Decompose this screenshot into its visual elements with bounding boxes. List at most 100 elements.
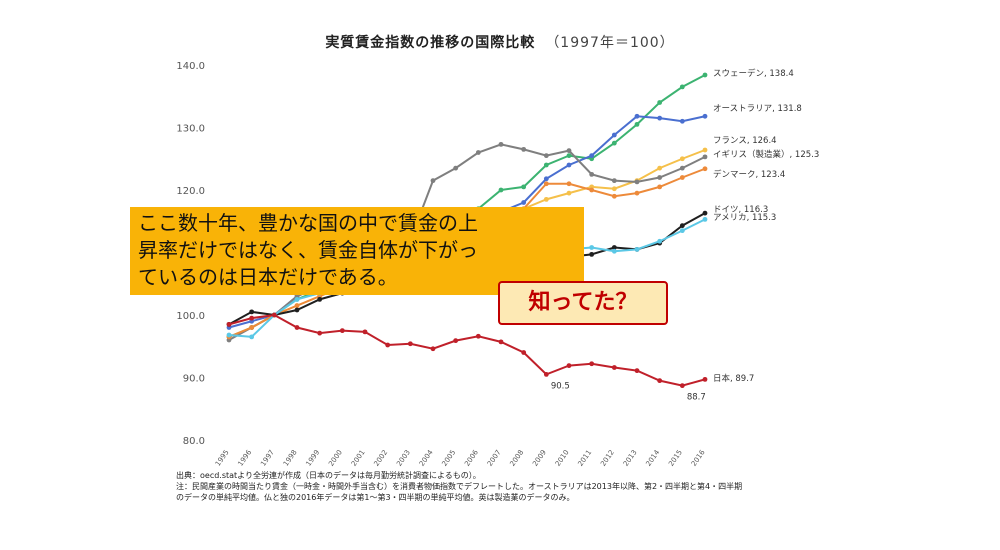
series-0-point (543, 162, 549, 168)
series-2-point (702, 147, 708, 153)
x-tick-label: 2016 (690, 448, 707, 468)
x-tick-label: 2010 (554, 449, 571, 468)
series-end-label: ドイツ, 116.3 (713, 205, 768, 215)
series-0-point (657, 100, 663, 105)
data-label: 90.5 (551, 381, 570, 391)
x-tick-label: 2011 (577, 449, 594, 468)
commentary-line-1: ここ数十年、豊かな国の中で賃金の上 (138, 211, 478, 235)
series-7-point (407, 341, 413, 347)
x-tick-label: 2009 (531, 449, 548, 468)
chart-title: 実質賃金指数の推移の国際比較 （1997年＝100） (0, 32, 1000, 52)
chart-title-subtitle: （1997年＝100） (545, 35, 675, 51)
series-7-line (228, 313, 706, 387)
series-1-point (611, 132, 617, 138)
series-6-point (226, 332, 232, 338)
series-7-point (339, 328, 345, 334)
x-tick-label: 2000 (327, 449, 344, 468)
series-0-point (634, 121, 640, 127)
series-2-point (611, 186, 617, 192)
series-end-label: イギリス（製造業）, 125.3 (713, 149, 819, 160)
x-tick-label: 1997 (259, 449, 276, 468)
series-7-point (679, 383, 685, 389)
series-7-point (611, 365, 617, 370)
series-1-point (589, 153, 595, 159)
series-4-point (589, 187, 595, 193)
x-tick-label: 2006 (463, 448, 480, 468)
series-1-point (679, 118, 685, 124)
source-note-line-3: のデータの単純平均値。仏と独の2016年データは第1～第3・四半期の単純平均値。… (176, 493, 575, 502)
series-0-point (679, 84, 685, 90)
y-tick-label: 140.0 (176, 61, 205, 72)
x-tick-label: 2003 (395, 449, 412, 468)
series-6-point (702, 216, 708, 222)
series-3-point (543, 153, 549, 159)
series-7-point (566, 363, 572, 369)
series-7 (226, 312, 708, 389)
series-7-point (294, 325, 300, 330)
series-6-point (611, 248, 617, 254)
series-end-label: アメリカ, 115.3 (713, 213, 776, 223)
x-tick-label: 2008 (509, 449, 526, 468)
series-5-point (294, 307, 300, 313)
series-end-label: スウェーデン, 138.4 (713, 68, 794, 79)
series-7-point (385, 342, 391, 348)
x-tick-label: 1998 (282, 449, 299, 468)
series-7-point (362, 329, 368, 335)
data-label: 88.7 (687, 393, 706, 403)
x-tick-label: 1999 (305, 449, 322, 468)
x-tick-label: 2002 (373, 449, 390, 468)
series-3-point (634, 179, 640, 185)
series-7-point (475, 333, 481, 339)
series-7-point (249, 315, 255, 321)
y-tick-label: 100.0 (176, 311, 205, 322)
x-tick-label: 2012 (599, 449, 616, 468)
series-end-label: 日本, 89.7 (713, 373, 754, 384)
series-4-point (634, 190, 640, 196)
series-7-point (453, 338, 459, 344)
y-tick-label: 120.0 (176, 186, 205, 197)
chart-title-main: 実質賃金指数の推移の国際比較 (325, 35, 536, 51)
series-6-point (294, 296, 300, 302)
x-tick-label: 2007 (486, 449, 503, 468)
series-5-point (589, 251, 595, 257)
y-tick-label: 90.0 (183, 374, 205, 385)
series-5-point (249, 309, 255, 315)
did-you-know-callout: 知ってた？ (498, 281, 668, 325)
series-6-point (657, 238, 663, 244)
series-0-point (611, 140, 617, 146)
series-7-point (317, 330, 323, 336)
series-6-point (589, 245, 595, 250)
series-7-point (589, 361, 595, 367)
x-tick-label: 2005 (441, 449, 458, 468)
series-end-label: フランス, 126.4 (713, 136, 777, 146)
series-7-point (271, 312, 277, 318)
series-3-point (679, 165, 685, 171)
x-axis: 1995 1996 1997 1998 1999 2000 2001 2002 2003 2004… (214, 448, 707, 468)
series-4-point (611, 193, 617, 199)
series-end-label: オーストラリア, 131.8 (713, 104, 802, 114)
series-7-point (498, 339, 504, 345)
series-5-point (702, 210, 708, 216)
series-3-point (498, 141, 504, 147)
series-7-point (702, 376, 708, 382)
series-4-point (249, 325, 255, 330)
series-3-point (589, 171, 595, 177)
series-7-point (543, 371, 549, 377)
series-end-label: デンマーク, 123.4 (713, 169, 785, 180)
x-tick-label: 2001 (350, 449, 367, 468)
y-tick-label: 80.0 (183, 436, 205, 447)
series-3-point (453, 165, 459, 171)
series-2-point (543, 196, 549, 202)
series-4-point (294, 303, 300, 309)
series-3-point (566, 148, 572, 154)
series-1-point (634, 113, 640, 119)
source-note-line-1: 出典：oecd.statより全労連が作成（日本のデータは毎月勤労統計調査によるも… (176, 471, 481, 480)
series-3-point (702, 154, 708, 160)
series-4-point (702, 166, 708, 172)
commentary-box: ここ数十年、豊かな国の中で賃金の上 昇率だけではなく、賃金自体が下がっ ているの… (130, 207, 584, 295)
series-2-point (679, 156, 685, 162)
series-1-point (521, 200, 527, 205)
series-1-point (543, 176, 549, 182)
source-notes: 出典：oecd.statより全労連が作成（日本のデータは毎月勤労統計調査によるも… (176, 470, 896, 503)
series-0-point (498, 187, 504, 193)
